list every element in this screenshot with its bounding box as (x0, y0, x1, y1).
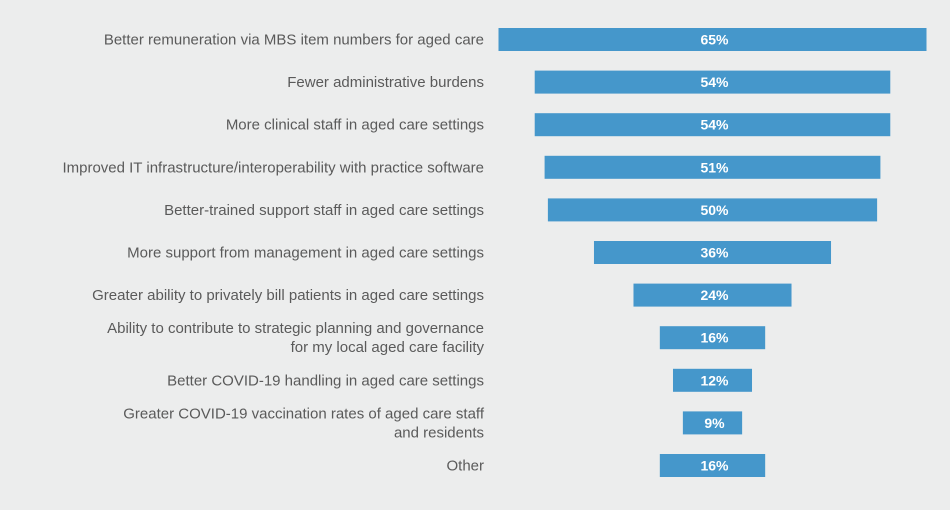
data-label: 16% (700, 330, 729, 346)
bar (534, 113, 891, 137)
bar (672, 368, 753, 392)
bar (547, 198, 878, 222)
data-label: 16% (700, 458, 729, 474)
category-label: Other (446, 458, 484, 475)
bar-group: 24% Greater ability to privately bill pat… (92, 283, 792, 307)
category-label: Better-trained support staff in aged car… (164, 202, 484, 219)
bar (593, 241, 832, 264)
bar (534, 70, 891, 94)
data-label: 12% (700, 372, 729, 388)
data-label: 54% (700, 117, 729, 133)
bar-group: 9% Greater COVID-19 vaccination rates of … (123, 405, 743, 441)
bar (659, 326, 766, 350)
bar-group: 16% Other (446, 454, 766, 477)
bar (498, 28, 927, 51)
bar-group: 12% Better COVID-19 handling in aged care… (167, 368, 753, 392)
bar-group: 36% More support from management in aged … (127, 241, 832, 264)
data-label: 54% (700, 74, 729, 90)
bar-group: 54% More clinical staff in aged care sett… (226, 113, 891, 137)
bar (544, 155, 881, 179)
category-label: Better remuneration via MBS item numbers… (104, 32, 484, 49)
data-label: 24% (700, 287, 729, 303)
bar-group: 16% Ability to contribute to strategic pl… (107, 320, 766, 356)
category-label: More clinical staff in aged care setting… (226, 117, 484, 134)
data-label: 50% (700, 202, 729, 218)
category-label: Fewer administrative burdens (287, 74, 484, 91)
data-label: 36% (700, 245, 729, 261)
data-label: 51% (700, 159, 729, 175)
category-label: Better COVID-19 handling in aged care se… (167, 372, 484, 389)
category-label: Ability to contribute to strategic plann… (107, 320, 484, 337)
bar (633, 283, 792, 307)
data-label: 65% (700, 32, 729, 48)
bar-group: 50% Better-trained support staff in aged … (164, 198, 878, 222)
category-label: Greater COVID-19 vaccination rates of ag… (123, 405, 485, 422)
bar-group: 65% Better remuneration via MBS item numb… (104, 28, 927, 51)
category-label: More support from management in aged car… (127, 245, 484, 262)
category-label: for my local aged care facility (291, 339, 485, 356)
bar-group: 51% Improved IT infrastructure/interopera… (62, 155, 881, 179)
data-label: 9% (704, 415, 725, 431)
category-label: Greater ability to privately bill patien… (92, 287, 484, 304)
category-label: and residents (394, 424, 484, 441)
bar-group: 54% Fewer administrative burdens (287, 70, 891, 94)
category-label: Improved IT infrastructure/interoperabil… (62, 159, 484, 176)
bar (682, 411, 743, 435)
bar (659, 454, 766, 477)
